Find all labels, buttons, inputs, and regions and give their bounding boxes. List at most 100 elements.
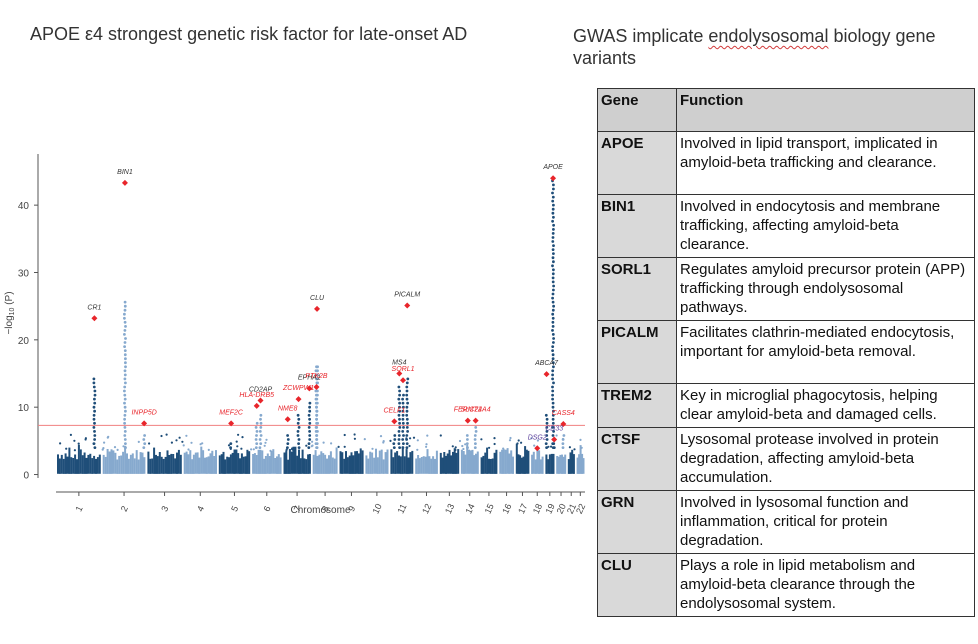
table-row-bin1: BIN1 Involved in endocytosis and membran… (597, 194, 975, 258)
snp-column (81, 455, 84, 474)
locus-tower-point (405, 405, 409, 409)
lead-snp-ms4 (396, 370, 403, 377)
y-tick-label: 0 (23, 471, 29, 482)
snp-column (547, 459, 550, 474)
snp-column (534, 459, 537, 474)
locus-tower-point (398, 393, 401, 397)
snp-point (480, 438, 483, 441)
locus-tower-point (551, 405, 555, 409)
locus-tower-point (254, 426, 258, 429)
snp-column (333, 458, 336, 474)
snp-column (98, 454, 101, 474)
snp-column (316, 455, 319, 474)
locus-tower-point (316, 430, 319, 433)
locus-tower-point (124, 446, 127, 449)
locus-tower-point (123, 320, 127, 324)
x-tick-label: 9 (346, 504, 357, 513)
snp-point (517, 439, 520, 442)
snp-column (307, 454, 310, 474)
snp-point (181, 440, 184, 443)
locus-tower-point (92, 405, 96, 409)
snp-point (148, 442, 151, 445)
snp-column (68, 447, 71, 474)
locus-tower-point (93, 430, 96, 433)
snp-column (158, 452, 161, 474)
snp-column (87, 454, 90, 474)
x-tick-label: 20 (555, 502, 568, 515)
locus-tower-point (552, 260, 555, 264)
locus-tower-point (124, 409, 127, 413)
snp-point (250, 448, 253, 451)
snp-point (379, 435, 383, 438)
locus-tower-point (92, 442, 96, 445)
locus-tower-point (551, 256, 555, 260)
locus-tower-point (123, 434, 127, 437)
snp-point (425, 443, 428, 446)
snp-column (569, 452, 572, 474)
snp-column (495, 449, 498, 474)
snp-point (382, 440, 385, 443)
locus-tower-point (401, 397, 404, 401)
locus-label-cd33: CD33 (545, 426, 563, 433)
snp-column (450, 455, 453, 474)
locus-tower-point (123, 341, 127, 344)
snp-column (233, 449, 236, 474)
function-cell: Regulates amyloid precursor protein (APP… (676, 257, 975, 321)
locus-tower-point (307, 442, 311, 445)
locus-tower-point (307, 413, 311, 417)
snp-column (198, 457, 201, 474)
snp-column (57, 454, 59, 474)
locus-tower-point (297, 417, 301, 421)
snp-point (508, 439, 512, 442)
snp-column (194, 452, 197, 474)
locus-tower-point (124, 365, 127, 369)
lead-snp-ptk2b (313, 383, 320, 390)
locus-tower-point (308, 430, 311, 433)
locus-label-cass4: CASS4 (552, 410, 575, 417)
locus-tower-point (93, 438, 96, 441)
snp-column (548, 454, 551, 474)
locus-tower-point (123, 393, 127, 397)
snp-column (270, 450, 273, 474)
lead-snp-hla-drb5 (253, 402, 260, 409)
locus-tower-point (473, 434, 477, 437)
snp-column (512, 456, 514, 474)
locus-tower-point (297, 442, 300, 445)
snp-column (401, 446, 404, 474)
x-tick-label: 6 (261, 504, 272, 513)
snp-column (462, 451, 465, 474)
x-tick-label: 21 (565, 502, 578, 515)
locus-tower-point (123, 421, 126, 425)
locus-tower-point (308, 417, 311, 421)
snp-column (348, 455, 351, 474)
lead-snp-picalm (404, 302, 411, 309)
locus-label-fermt2: FERMT2 (454, 407, 482, 414)
snp-column (527, 450, 530, 474)
locus-tower-point (123, 397, 127, 401)
locus-tower-point (92, 417, 96, 421)
locus-tower-point (552, 446, 556, 449)
snp-point (311, 440, 314, 443)
snp-column (329, 451, 332, 474)
snp-column (104, 456, 107, 474)
snp-column (226, 456, 229, 474)
locus-tower-point (473, 438, 477, 441)
x-tick-label: 8 (320, 504, 331, 513)
snp-point (550, 445, 553, 448)
locus-tower-point (143, 442, 147, 445)
snp-column (341, 452, 344, 474)
snp-column (166, 450, 169, 474)
x-tick-label: 1 (74, 504, 85, 513)
locus-tower-point (398, 409, 401, 413)
heading-text-start: GWAS implicate (573, 26, 709, 46)
snp-column (331, 457, 334, 474)
locus-tower-point (315, 438, 318, 441)
locus-tower-point (561, 442, 565, 445)
locus-tower-point (551, 219, 554, 223)
snp-column (345, 451, 347, 474)
snp-column (562, 456, 565, 474)
snp-column (430, 458, 433, 474)
locus-tower-point (401, 413, 405, 417)
snp-point (371, 447, 374, 450)
locus-tower-point (551, 377, 554, 381)
